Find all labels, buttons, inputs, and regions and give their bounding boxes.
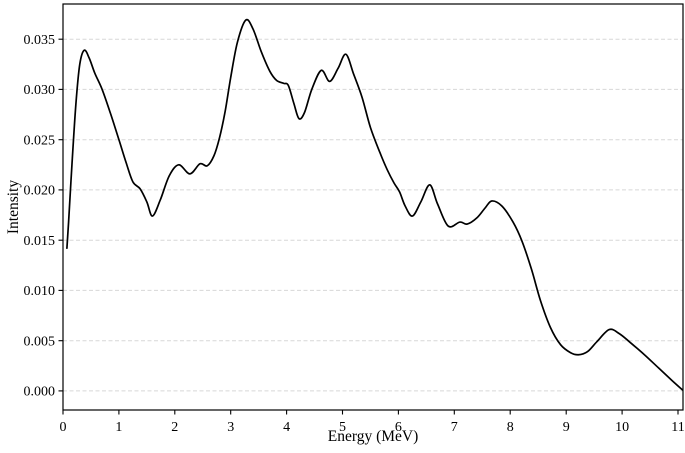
x-tick-label: 11	[671, 420, 684, 435]
y-tick-label: 0.030	[24, 83, 56, 98]
x-tick-label: 3	[227, 420, 234, 435]
x-tick-label: 6	[395, 420, 402, 435]
x-tick-label: 8	[507, 420, 514, 435]
y-tick-label: 0.020	[24, 184, 56, 199]
x-tick-label: 1	[115, 420, 122, 435]
y-tick-label: 0.005	[24, 335, 56, 350]
x-tick-label: 2	[171, 420, 178, 435]
x-tick-label: 10	[615, 420, 629, 435]
x-tick-label: 7	[451, 420, 458, 435]
x-tick-label: 0	[60, 420, 67, 435]
y-tick-label: 0.025	[24, 134, 56, 149]
y-tick-label: 0.035	[24, 33, 56, 48]
x-tick-label: 4	[283, 420, 290, 435]
x-axis-title: Energy (MeV)	[327, 428, 419, 445]
x-tick-label: 9	[563, 420, 570, 435]
plot-box-spines	[62, 3, 684, 411]
y-tick-label: 0.000	[24, 385, 56, 400]
spectrum-line	[66, 18, 684, 391]
x-tick-label: 5	[339, 420, 346, 435]
y-tick-label: 0.010	[24, 284, 56, 299]
y-axis-title: Intensity	[5, 179, 22, 235]
y-tick-label: 0.015	[24, 234, 56, 249]
